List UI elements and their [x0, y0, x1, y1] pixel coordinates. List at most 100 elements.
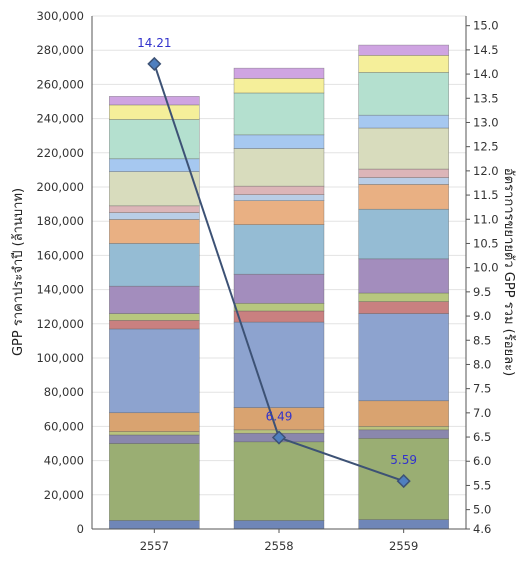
bar-segment	[109, 313, 200, 321]
y-axis-title-left: GPP ราคาประจำปี (ล้านบาท)	[10, 188, 26, 356]
y-tick-label-left: 40,000	[44, 454, 84, 468]
bar-segment	[109, 520, 200, 530]
bar-segment	[358, 44, 449, 56]
bar-segment	[233, 321, 325, 408]
bar-segment	[358, 168, 449, 178]
bar-segment	[233, 310, 325, 323]
y-tick-label-right: 6.5	[473, 430, 491, 444]
y-tick-label-right: 7.5	[473, 382, 491, 396]
bar-segment	[109, 443, 200, 521]
bar-segment	[109, 219, 200, 244]
bar-segment	[358, 177, 449, 185]
y-tick-label-right: 11.5	[473, 188, 499, 202]
y-tick-label-right: 8.5	[473, 333, 491, 347]
growth-data-label: 6.49	[266, 410, 293, 424]
x-tick-label: 2558	[264, 539, 293, 553]
bar-segment	[109, 320, 200, 330]
bar-segment	[233, 520, 325, 530]
bar-segment	[109, 431, 200, 436]
y-axis-title-right: อัตราการขยายตัว GPP รวม (ร้อยละ)	[501, 168, 516, 376]
growth-marker	[147, 56, 162, 71]
y-tick-label-left: 240,000	[36, 112, 84, 126]
bar-segment	[109, 434, 200, 444]
bar-segment	[109, 104, 200, 120]
bar-segment	[109, 243, 200, 287]
bar-segment	[233, 273, 325, 304]
growth-data-label: 14.21	[137, 36, 171, 50]
y-tick-label-right: 9.5	[473, 285, 491, 299]
y-tick-label-right: 5.0	[473, 503, 491, 517]
bar-segment	[358, 72, 449, 116]
y-tick-label-right: 6.0	[473, 454, 491, 468]
bar-segment	[109, 212, 200, 220]
y-tick-label-right: 14.0	[473, 67, 499, 81]
y-tick-label-right: 4.6	[473, 522, 491, 536]
bar-segment	[109, 96, 200, 106]
growth-marker	[271, 430, 287, 445]
bar-segment	[358, 258, 449, 294]
y-tick-label-right: 8.0	[473, 357, 491, 371]
bar-segment	[109, 328, 200, 414]
y-tick-label-left: 180,000	[36, 214, 84, 228]
bar-segment	[358, 313, 449, 402]
y-tick-label-right: 13.5	[473, 91, 499, 105]
bar-segment	[233, 134, 325, 149]
y-tick-label-right: 10.0	[473, 261, 499, 275]
y-tick-label-left: 80,000	[44, 385, 84, 399]
bar-segment	[358, 426, 449, 431]
data-labels: 14.21 6.49 5.59	[137, 36, 417, 467]
bar-segment	[109, 285, 200, 314]
bar-segment	[358, 301, 449, 314]
bar-segment	[358, 292, 449, 302]
bar-segment	[233, 148, 325, 187]
bar-segment	[233, 224, 325, 275]
y-tick-label-right: 13.0	[473, 115, 499, 129]
bar-segment	[233, 67, 325, 79]
bar-segment	[358, 208, 449, 260]
bar-segment	[233, 194, 325, 201]
bar-segment	[109, 171, 200, 207]
bar-segment	[233, 200, 325, 225]
y-tick-label-left: 60,000	[44, 419, 84, 433]
bar-segment	[358, 127, 449, 170]
y-tick-label-left: 0	[77, 522, 84, 536]
stacked-bars	[109, 44, 449, 530]
y-tick-label-right: 15.0	[473, 19, 499, 33]
bar-segment	[233, 185, 325, 195]
bar-segment	[358, 400, 449, 427]
y-tick-label-right: 11.0	[473, 212, 499, 226]
bar-segment	[358, 184, 449, 210]
x-tick-label: 2557	[140, 539, 169, 553]
y-tick-label-right: 14.5	[473, 43, 499, 57]
y-tick-label-right: 5.5	[473, 478, 491, 492]
y-tick-label-left: 200,000	[36, 180, 84, 194]
bar-segment	[358, 429, 449, 439]
bar-segment	[233, 302, 325, 312]
y-tick-label-right: 10.5	[473, 236, 499, 250]
y-tick-label-right: 7.0	[473, 406, 491, 420]
bar-segment	[233, 441, 325, 521]
bar-segment	[233, 78, 325, 94]
bar-segment	[358, 114, 449, 129]
y-tick-label-right: 12.0	[473, 164, 499, 178]
y-tick-label-left: 140,000	[36, 283, 84, 297]
growth-data-label: 5.59	[390, 453, 417, 467]
y-tick-label-right: 12.5	[473, 140, 499, 154]
bar-segment	[109, 412, 200, 432]
y-tick-label-left: 20,000	[44, 488, 84, 502]
x-tick-label: 2559	[389, 539, 418, 553]
y-tick-label-left: 280,000	[36, 43, 84, 57]
y-tick-label-left: 300,000	[36, 9, 84, 23]
axes: 0 20,000 40,000 60,000 80,000 100,000 120,000 1…	[36, 9, 498, 553]
y-tick-label-right: 9.0	[473, 309, 491, 323]
y-tick-label-left: 160,000	[36, 248, 84, 262]
growth-marker	[396, 474, 411, 489]
bar-segment	[109, 119, 200, 160]
y-tick-label-left: 120,000	[36, 317, 84, 331]
y-tick-label-left: 260,000	[36, 77, 84, 91]
bar-segment	[233, 92, 325, 136]
y-tick-label-left: 100,000	[36, 351, 84, 365]
growth-line	[147, 56, 411, 489]
